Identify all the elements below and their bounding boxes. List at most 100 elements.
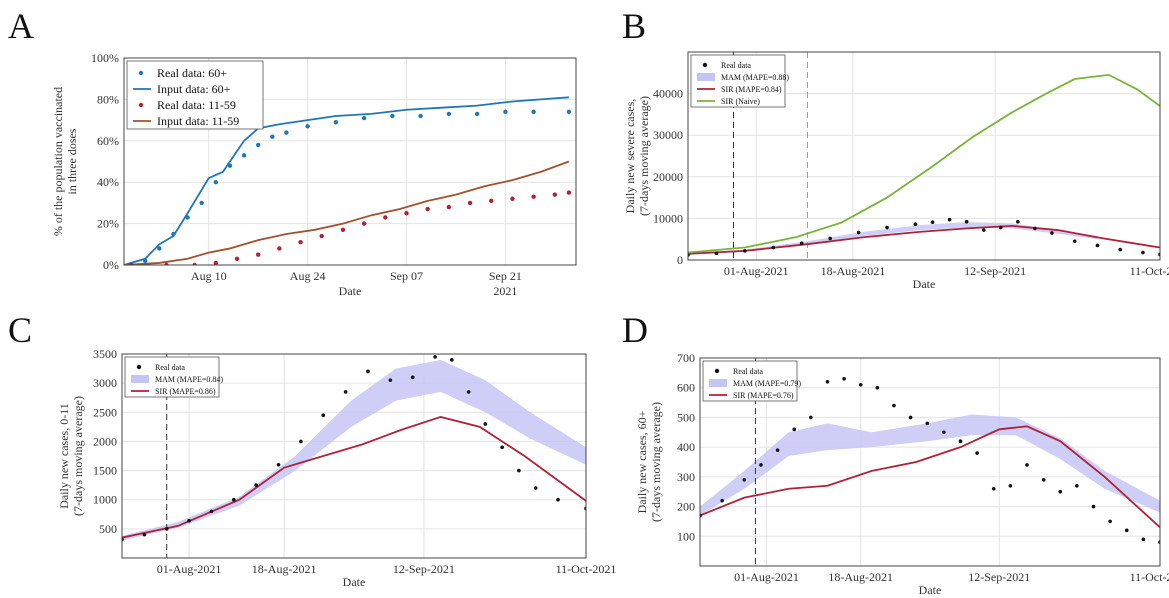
panel-b-legend-label: MAM (MAPE=0.88) (721, 73, 789, 82)
panel-d-y-tick-label: 200 (677, 500, 695, 514)
panel-d-data-point (809, 415, 813, 420)
panel-C-chart: 500 1000 1500 2000 2500 3000 3500 01-Aug-2021 18… (57, 347, 616, 589)
panel-c-data-point (388, 378, 393, 383)
panel-d-data-point (925, 421, 930, 426)
panel-a-x-tick-label: Sep 21 (489, 269, 522, 283)
panel-c-y-tick-label: 2000 (93, 434, 117, 448)
panel-c-data-point (517, 468, 521, 473)
panel-c-data-point (254, 483, 258, 487)
panel-a-y-tick-label: 20% (97, 217, 119, 231)
panel-a-data-point (185, 215, 190, 220)
panel-a-data-point (446, 204, 452, 210)
panel-d-x-tick-label: 18-Aug-2021 (828, 570, 893, 584)
panel-c-mam-band (122, 359, 586, 541)
panel-a-y-axis-label: in three doses (65, 128, 79, 194)
panel-D-chart: 100 200 300 400 500 600 700 01-Aug-2021 18-Aug-2… (635, 351, 1169, 597)
panel-c-data-point (232, 497, 236, 502)
panel-a-data-point (284, 130, 289, 135)
panel-b-data-point (913, 222, 918, 227)
panel-c-legend-swatch (131, 375, 149, 383)
panel-d-data-point (1124, 528, 1129, 533)
panel-c-y-tick-label: 3000 (93, 376, 117, 390)
panel-a-x-tick-label: Aug 24 (290, 269, 326, 283)
panel-c-data-point (142, 532, 147, 537)
panel-a-data-point (277, 246, 282, 251)
panel-d-data-point (975, 451, 979, 455)
panel-b-data-point (1072, 239, 1077, 244)
panel-c-y-tick-label: 1000 (93, 493, 117, 507)
panel-d-mam-band (700, 414, 1160, 516)
panel-d-axes-frame (699, 357, 1161, 567)
panel-a-data-point (270, 134, 275, 139)
panel-c-data-point (450, 358, 454, 362)
panel-b-data-point (771, 245, 776, 250)
panel-a-data-point (192, 262, 197, 265)
panel-c-data-point (343, 390, 348, 394)
panel-c-legend-label: MAM (MAPE=0.84) (155, 375, 223, 384)
panel-d-data-point (759, 463, 763, 467)
panel-c-y-tick-label: 500 (99, 522, 117, 536)
panel-c-x-tick-label: 12-Sep-2021 (393, 562, 455, 576)
panel-c-y-axis-label: Daily new cases, 0-11 (57, 403, 71, 509)
panel-b-y-tick-label: 20000 (653, 170, 683, 184)
panel-c-legend-swatch (136, 364, 142, 370)
panel-d-data-point (1058, 489, 1063, 494)
panel-a-data-point (142, 258, 148, 264)
panel-d-data-point (958, 439, 963, 444)
panel-b-data-point (885, 225, 889, 230)
panel-b-y-tick-label: 30000 (653, 128, 683, 142)
panel-a-data-point (503, 109, 508, 115)
panel-c-x-axis-label: Date (343, 575, 366, 589)
panel-b-axes-frame (687, 51, 1161, 261)
panel-c-y-tick-label: 1500 (93, 464, 117, 478)
panel-a-series-line (124, 160, 570, 265)
panel-d-y-tick-label: 100 (677, 529, 695, 543)
panel-a-data-point (361, 115, 367, 121)
panel-C-letter: C (8, 310, 32, 350)
panel-c-data-point (187, 518, 191, 523)
panel-d-data-point (825, 379, 830, 384)
panel-a-data-point (404, 211, 409, 216)
panel-c-legend-label: SIR (MAPE=0.86) (155, 387, 216, 396)
panel-c-y-tick-label: 3500 (93, 347, 117, 361)
panel-b-y-tick-label: 0 (677, 253, 683, 267)
panel-d-y-axis-label: (7-days moving average) (649, 402, 663, 522)
panel-d-data-point (1008, 483, 1013, 488)
panel-a-data-point (241, 153, 247, 158)
panel-c-x-tick-label: 11-Oct-2021 (556, 562, 617, 576)
panel-d-data-point (1025, 463, 1029, 467)
panel-b-legend-swatch (697, 73, 715, 81)
panel-a-data-point (164, 262, 169, 265)
panel-d-y-tick-label: 600 (677, 381, 695, 395)
panel-a-data-point (234, 256, 240, 261)
panel-b-y-tick-label: 40000 (653, 87, 683, 101)
panel-c-data-point (164, 527, 169, 531)
panel-c-data-point (466, 390, 471, 394)
panel-b-y-axis-label: (7-days moving average) (637, 96, 651, 216)
panel-a-data-point (566, 109, 572, 115)
panel-a-legend-swatch (138, 102, 144, 108)
panel-c-data-point (556, 497, 560, 502)
panel-a-data-point (255, 252, 261, 257)
panel-a-x-year-label: 2021 (493, 284, 517, 298)
panel-d-legend-label: MAM (MAPE=0.79) (733, 379, 801, 388)
panel-a-y-tick-label: 80% (97, 92, 119, 106)
panel-a-data-point (531, 109, 536, 115)
panel-a-data-point (510, 196, 515, 201)
panel-d-data-point (1141, 537, 1146, 542)
panel-d-x-tick-label: 11-Oct-2021 (1130, 570, 1169, 584)
panel-b-x-tick-label: 12-Sep-2021 (964, 264, 1026, 278)
panel-b-data-point (947, 217, 952, 222)
panel-b-x-tick-label: 18-Aug-2021 (821, 264, 886, 278)
panel-d-y-axis-label: Daily new cases, 60+ (635, 410, 649, 513)
panel-b-data-point (1095, 243, 1100, 248)
panel-d-data-point (720, 498, 724, 503)
panel-B-letter: B (622, 6, 646, 46)
panel-a-series-layer (124, 96, 572, 265)
panel-b-data-point (714, 251, 719, 256)
panel-b-data-point (743, 249, 747, 253)
panel-a-data-point (157, 246, 162, 251)
panel-d-x-axis-label: Date (919, 583, 942, 597)
panel-c-axes-frame (121, 353, 587, 559)
panel-a-data-point (390, 113, 395, 119)
